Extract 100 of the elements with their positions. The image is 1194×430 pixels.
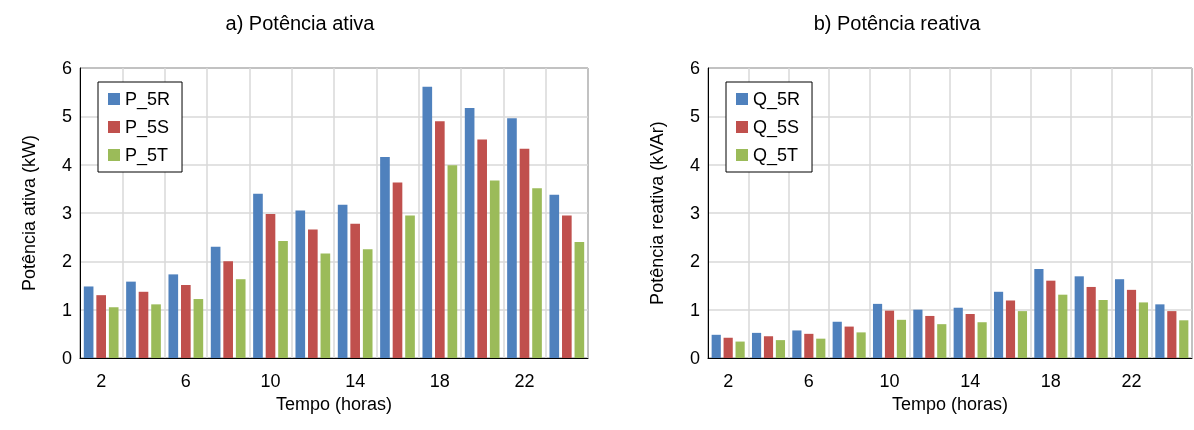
legend-label: Q_5S [753,117,800,138]
bar [913,309,923,358]
x-tick-label: 22 [514,371,535,391]
y-tick-label: 6 [689,58,700,78]
bar [1034,269,1044,358]
bar [138,291,149,358]
x-tick-label: 14 [960,371,981,391]
bar [925,315,935,358]
bar [574,242,585,358]
x-tick-label: 18 [1040,371,1061,391]
bar [1086,286,1096,358]
bar [181,285,191,358]
bar [1155,304,1165,358]
chart-title: b) Potência reativa [813,12,982,34]
bar [1074,276,1084,358]
bar [751,332,762,358]
bar [223,261,233,358]
y-axis-title: Potência reativa (kVAr) [647,121,667,305]
bar [337,204,348,358]
y-tick-label: 0 [61,348,72,368]
bar [151,304,161,358]
y-tick-label: 5 [61,106,72,127]
bar [295,210,306,358]
chart-title: a) Potência ativa [225,12,376,34]
bar [96,295,106,358]
y-tick-label: 6 [61,58,72,78]
bar [350,223,360,358]
bar [405,215,415,358]
x-tick-label: 10 [879,371,900,391]
bar [108,307,119,358]
bar [1005,300,1016,358]
bar [362,249,373,358]
bar [519,148,530,358]
bar [532,188,542,358]
y-tick-label: 1 [61,299,72,320]
x-tick-label: 6 [180,371,191,391]
y-tick-label: 4 [689,154,700,175]
bar [308,229,318,358]
bar [872,303,883,358]
bar [83,286,94,358]
bar [126,281,136,358]
y-tick-label: 1 [689,299,700,320]
bar [1017,311,1028,358]
bar [507,118,517,358]
bar [265,213,276,358]
x-axis-title: Tempo (horas) [891,393,1009,414]
x-tick-label: 6 [803,371,814,391]
bar [1167,311,1177,358]
legend-label: P_5R [125,89,171,110]
legend-label: Q_5R [753,89,801,110]
bar [832,321,842,358]
bar [844,326,854,358]
bar [775,340,786,358]
bar [562,215,572,358]
bar [953,307,963,358]
bar [884,310,895,358]
bar [253,193,263,358]
bar [1126,289,1137,358]
bar [380,156,390,358]
bar [896,319,907,358]
bar [937,324,947,358]
y-tick-label: 3 [61,203,72,223]
x-tick-label: 14 [345,371,366,391]
bar [1179,320,1189,358]
y-tick-label: 0 [689,348,700,368]
x-tick-label: 2 [723,371,734,391]
bar [193,299,204,358]
bar [1058,294,1068,358]
bar [993,291,1004,358]
bar [435,121,445,358]
bar [1046,280,1056,358]
x-tick-label: 22 [1121,371,1142,391]
bar [711,334,721,358]
x-tick-label: 18 [429,371,450,391]
y-tick-label: 2 [61,251,72,272]
bar [804,333,814,358]
y-axis-title: Potência ativa (kW) [19,134,39,292]
bar [723,337,733,358]
x-tick-label: 2 [96,371,107,391]
bar [489,180,500,358]
x-tick-label: 10 [260,371,281,391]
y-tick-label: 5 [689,106,700,127]
bar [392,182,403,358]
bar [422,86,433,358]
bar [1114,279,1125,358]
bar [320,253,331,358]
bar [464,108,475,358]
bar [477,139,487,358]
x-axis-title: Tempo (horas) [275,393,393,414]
bar [856,332,866,358]
legend-label: Q_5T [753,145,799,166]
bar [763,336,774,358]
bar [735,341,745,358]
legend-label: P_5T [125,145,169,166]
bar [1098,300,1108,358]
y-tick-label: 3 [689,203,700,223]
y-tick-label: 2 [689,251,700,272]
bar [235,279,246,358]
bar [965,314,975,358]
bar [1138,302,1149,358]
